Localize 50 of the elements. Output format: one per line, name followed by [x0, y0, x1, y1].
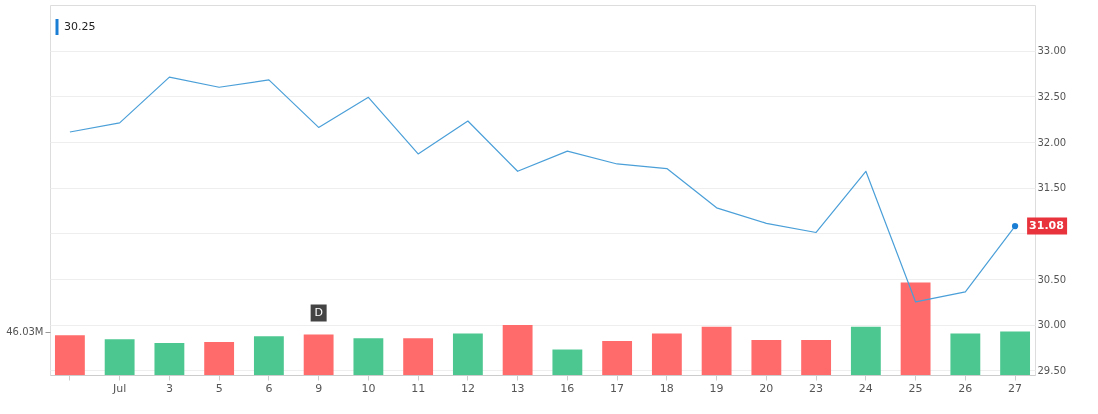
- bar: [801, 340, 832, 375]
- x-tick-label: 27: [1008, 381, 1023, 395]
- bar: [253, 336, 284, 375]
- x-tick-label: 20: [759, 381, 774, 395]
- y-tick-label: 32.00: [1037, 136, 1067, 148]
- bar: [602, 341, 633, 375]
- x-tick-label: 26: [958, 381, 973, 395]
- x-tick-label: 13: [510, 381, 525, 395]
- bar: [701, 326, 732, 375]
- bar: [950, 333, 981, 375]
- x-tick-label: 17: [610, 381, 625, 395]
- y-tick-label: 33.00: [1037, 45, 1067, 57]
- x-tick-label: Jul: [112, 381, 127, 395]
- bar: [452, 333, 483, 375]
- bar: [303, 334, 334, 375]
- y-tick-label: 32.50: [1037, 90, 1067, 102]
- y-tick-label: 31.50: [1037, 182, 1067, 194]
- bar: [751, 340, 782, 375]
- x-tick-label: 12: [460, 381, 475, 395]
- bar: [154, 342, 185, 375]
- x-tick-label: 19: [709, 381, 724, 395]
- bar: [353, 338, 384, 375]
- annotation: D: [314, 306, 323, 319]
- x-tick-label: 18: [659, 381, 674, 395]
- annotation: 31.08: [1029, 219, 1064, 233]
- bar: [850, 326, 881, 375]
- bar: [651, 333, 682, 375]
- y2-tick-label: 46.03M: [6, 326, 44, 338]
- x-tick-label: 24: [858, 381, 873, 395]
- x-tick-label: 6: [265, 381, 273, 395]
- bar: [403, 338, 434, 375]
- bar: [204, 341, 235, 375]
- y-tick-label: 30.00: [1037, 319, 1067, 331]
- bar: [552, 349, 583, 375]
- x-tick-label: 5: [215, 381, 223, 395]
- bar: [900, 282, 931, 375]
- bar: [54, 335, 85, 375]
- x-tick-label: 11: [411, 381, 426, 395]
- y-tick-label: 29.50: [1037, 364, 1067, 376]
- x-tick-label: 3: [165, 381, 173, 395]
- bar: [502, 324, 533, 375]
- x-tick-label: 25: [908, 381, 923, 395]
- x-tick-label: 16: [560, 381, 575, 395]
- bar: [1000, 331, 1031, 375]
- x-tick-label: 10: [361, 381, 376, 395]
- x-tick-label: 23: [809, 381, 824, 395]
- bar: [104, 339, 135, 375]
- y-tick-label: 30.50: [1037, 273, 1067, 285]
- annotation: 30.25: [64, 20, 96, 33]
- x-tick-label: 9: [315, 381, 323, 395]
